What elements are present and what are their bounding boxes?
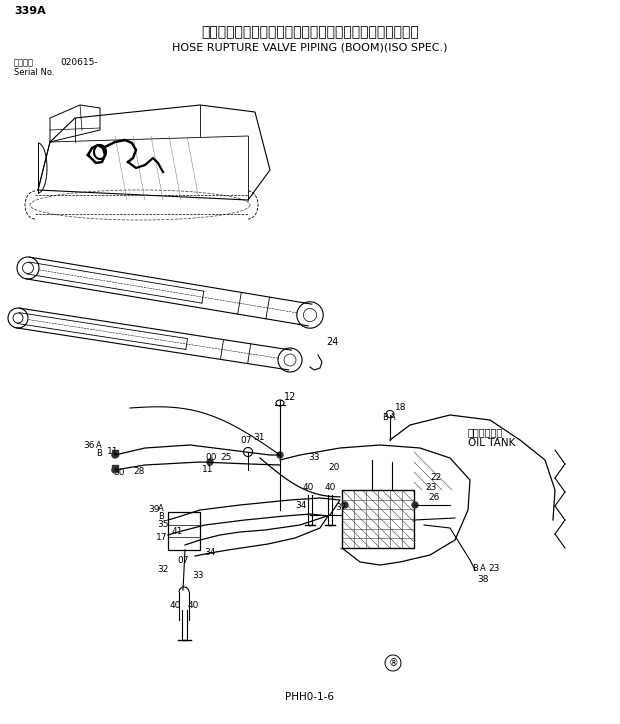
- Bar: [112, 465, 118, 471]
- Circle shape: [342, 502, 348, 508]
- Text: A: A: [390, 413, 396, 422]
- Text: 11: 11: [202, 465, 213, 474]
- Text: 00: 00: [205, 453, 216, 462]
- Text: 24: 24: [326, 337, 339, 347]
- Text: 41: 41: [172, 527, 184, 536]
- Text: 40: 40: [303, 483, 314, 492]
- Circle shape: [112, 467, 118, 473]
- Text: 25: 25: [220, 453, 231, 462]
- Text: 36: 36: [83, 441, 94, 450]
- Text: 35: 35: [157, 520, 169, 529]
- Bar: [168, 512, 200, 550]
- Text: 40: 40: [325, 483, 337, 492]
- Text: 33: 33: [308, 453, 319, 462]
- Text: 26: 26: [428, 493, 440, 502]
- Text: B: B: [96, 449, 102, 458]
- Text: A: A: [158, 504, 164, 513]
- Text: A: A: [96, 441, 102, 450]
- Text: 23: 23: [425, 483, 436, 492]
- Circle shape: [112, 452, 118, 458]
- Text: 39: 39: [148, 505, 159, 514]
- Text: OIL TANK: OIL TANK: [468, 438, 515, 448]
- Text: 40: 40: [188, 601, 200, 610]
- Text: 11: 11: [107, 447, 118, 456]
- Text: 23: 23: [488, 564, 499, 573]
- Text: 07: 07: [240, 436, 252, 445]
- Text: B: B: [382, 413, 388, 422]
- Circle shape: [207, 459, 213, 465]
- Text: 28: 28: [133, 467, 144, 476]
- Text: A: A: [480, 564, 485, 573]
- Text: B: B: [158, 512, 164, 521]
- Text: 18: 18: [395, 403, 407, 412]
- Text: 34: 34: [204, 548, 215, 557]
- Text: B: B: [472, 564, 478, 573]
- Text: Serial No.: Serial No.: [14, 68, 55, 77]
- Text: 339A: 339A: [14, 6, 46, 16]
- Bar: [342, 490, 414, 548]
- Circle shape: [277, 452, 283, 458]
- Text: 12: 12: [284, 392, 296, 402]
- Text: 34: 34: [295, 501, 306, 510]
- Text: オイルタンク: オイルタンク: [468, 427, 503, 437]
- Text: 20: 20: [328, 463, 339, 472]
- Text: 33: 33: [192, 571, 203, 580]
- Text: ホースラプチャーバルブ配管（ブーム）　（ＩＳＯ仕様）: ホースラプチャーバルブ配管（ブーム） （ＩＳＯ仕様）: [201, 25, 419, 39]
- Text: ®: ®: [388, 658, 398, 668]
- Text: 31: 31: [253, 433, 265, 442]
- Text: 30: 30: [113, 468, 125, 477]
- Text: 40: 40: [170, 601, 182, 610]
- Text: PHH0-1-6: PHH0-1-6: [285, 692, 335, 702]
- Bar: [112, 450, 118, 456]
- Circle shape: [412, 502, 418, 508]
- Text: 020615-: 020615-: [60, 58, 97, 67]
- Text: HOSE RUPTURE VALVE PIPING (BOOM)(ISO SPEC.): HOSE RUPTURE VALVE PIPING (BOOM)(ISO SPE…: [172, 43, 448, 53]
- Text: 07: 07: [177, 556, 188, 565]
- Text: 32: 32: [157, 565, 169, 574]
- Text: 38: 38: [477, 575, 489, 584]
- Text: 37: 37: [335, 503, 347, 512]
- Text: 通用号機: 通用号機: [14, 58, 34, 67]
- Text: 17: 17: [156, 533, 167, 542]
- Text: 22: 22: [430, 473, 441, 482]
